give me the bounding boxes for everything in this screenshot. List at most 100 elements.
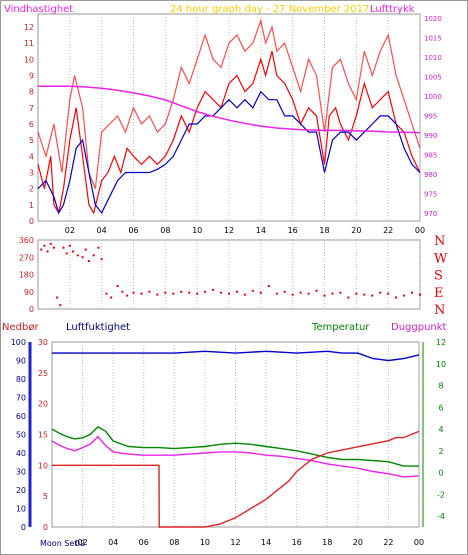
direction-point xyxy=(267,285,270,287)
dewpoint-title: Duggpunkt xyxy=(391,322,447,333)
direction-point xyxy=(84,248,87,251)
rain-y-tick-label: 15 xyxy=(38,431,48,440)
direction-point xyxy=(307,292,310,295)
lower-x-tick-label: 12 xyxy=(230,538,240,547)
direction-point xyxy=(81,256,84,259)
temp-y-tick-label: 0 xyxy=(438,469,443,478)
pressure-y-tick-label: 1020 xyxy=(424,15,442,23)
direction-point xyxy=(180,290,183,293)
wind-y-tick-label: 3 xyxy=(29,168,34,177)
wind-x-tick-label: 00 xyxy=(415,226,425,235)
lower-x-tick-label: 02 xyxy=(77,538,87,547)
direction-y-tick-label: 0 xyxy=(29,305,34,314)
humidity-y-tick-label: 60 xyxy=(16,412,26,421)
direction-point xyxy=(235,290,238,293)
direction-point xyxy=(243,293,246,296)
humidity-y-tick-label: 80 xyxy=(16,375,26,384)
direction-point xyxy=(251,289,254,292)
moon-label: Moon Set xyxy=(40,539,77,548)
lower-x-tick-label: 10 xyxy=(200,538,210,547)
rain-y-tick-label: 0 xyxy=(43,523,48,532)
direction-point xyxy=(132,291,135,294)
direction-y-tick-label: 180 xyxy=(19,271,34,280)
series-line-vindkast xyxy=(37,18,421,189)
wind-y-tick-label: 2 xyxy=(29,185,34,194)
rain-y-tick-label: 30 xyxy=(38,338,48,347)
series-line-lufttrykk xyxy=(38,85,421,134)
temp-y-tick-label: 6 xyxy=(438,403,443,412)
rain-title: Nedbør xyxy=(2,322,39,333)
direction-point xyxy=(126,294,129,297)
pressure-y-tick-label: 995 xyxy=(424,113,437,121)
humidity-title: Luftfuktighet xyxy=(66,322,130,333)
humidity-y-tick-label: 100 xyxy=(11,338,26,347)
rain-y-tick-label: 20 xyxy=(38,400,48,409)
wind-y-tick-label: 10 xyxy=(24,55,34,64)
compass-label: S xyxy=(434,269,443,284)
wind-x-tick-label: 04 xyxy=(97,226,107,235)
humidity-y-tick-label: 90 xyxy=(16,357,26,366)
direction-point xyxy=(65,252,68,255)
direction-point xyxy=(339,291,342,294)
lower-x-tick-label: 00 xyxy=(414,538,424,547)
direction-point xyxy=(56,296,59,299)
direction-point xyxy=(46,250,49,253)
direction-point xyxy=(49,242,52,245)
wind-x-tick-label: 14 xyxy=(256,226,266,235)
pressure-y-tick-label: 985 xyxy=(424,152,437,160)
compass-label: N xyxy=(434,234,445,249)
pressure-y-tick-label: 1015 xyxy=(424,34,442,42)
pressure-y-tick-label: 970 xyxy=(424,210,437,218)
direction-point xyxy=(299,291,302,294)
wind-x-tick-label: 18 xyxy=(319,226,329,235)
rain-y-tick-label: 5 xyxy=(43,492,48,501)
wind-x-tick-label: 22 xyxy=(383,226,393,235)
temp-y-tick-label: 12 xyxy=(436,338,446,347)
wind-x-tick-label: 20 xyxy=(351,226,361,235)
wind-y-tick-label: 5 xyxy=(29,136,34,145)
direction-point xyxy=(331,292,334,295)
wind-x-tick-label: 16 xyxy=(288,226,298,235)
pressure-y-tick-label: 980 xyxy=(424,171,437,179)
temp-y-tick-label: -2 xyxy=(437,490,445,499)
lower-x-tick-label: 06 xyxy=(139,538,149,547)
direction-point xyxy=(363,293,366,296)
direction-point xyxy=(419,293,421,296)
direction-point xyxy=(121,290,124,293)
rain-y-tick-label: 10 xyxy=(38,461,48,470)
direction-point xyxy=(52,246,55,249)
series-line-middelvind xyxy=(37,90,421,215)
direction-point xyxy=(196,292,199,295)
direction-point xyxy=(220,291,223,294)
direction-point xyxy=(110,296,113,299)
pressure-y-tick-label: 1005 xyxy=(424,73,442,81)
temp-y-tick-label: 2 xyxy=(438,447,443,456)
humidity-y-tick-label: 70 xyxy=(16,394,26,403)
direction-point xyxy=(379,291,382,294)
lower-x-tick-label: 14 xyxy=(261,538,271,547)
direction-point xyxy=(100,258,103,261)
humidity-y-tick-label: 10 xyxy=(16,505,26,514)
temp-y-tick-label: 4 xyxy=(438,425,443,434)
direction-point xyxy=(371,294,374,297)
direction-point xyxy=(76,254,79,257)
direction-point xyxy=(275,292,278,295)
wind-y-tick-label: 6 xyxy=(29,120,34,129)
temp-y-tick-label: -4 xyxy=(437,512,445,521)
direction-point xyxy=(387,292,390,295)
pressure-y-tick-label: 975 xyxy=(424,191,437,199)
direction-y-tick-label: 360 xyxy=(19,236,34,245)
direction-point xyxy=(395,296,398,299)
wind-y-tick-label: 12 xyxy=(24,23,34,32)
series-line-luftfuktighet xyxy=(52,350,420,362)
direction-point xyxy=(105,292,108,295)
direction-point xyxy=(228,292,230,295)
moon-time: 02 xyxy=(75,539,85,548)
lower-x-tick-label: 08 xyxy=(169,538,179,547)
direction-point xyxy=(116,285,119,287)
direction-point xyxy=(315,289,318,292)
temp-y-tick-label: 10 xyxy=(436,360,446,369)
direction-point xyxy=(59,304,62,307)
direction-point xyxy=(355,292,358,295)
